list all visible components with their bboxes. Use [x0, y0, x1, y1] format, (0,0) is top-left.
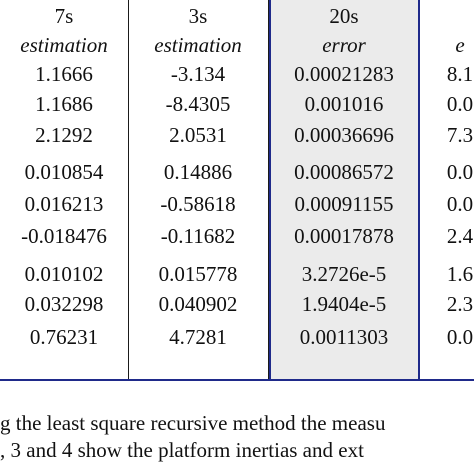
- table-cell: 0.010102: [24, 262, 104, 286]
- column-header: 20s: [329, 4, 359, 28]
- table-cell: 3.2726e-5: [301, 262, 387, 286]
- table-cell: 0.76231: [29, 325, 99, 349]
- table-cell: -0.11682: [160, 224, 236, 248]
- table-cell: -0.018476: [21, 224, 107, 248]
- error-column-border-left: [269, 0, 271, 380]
- table-cell: 1.6: [446, 262, 474, 286]
- caption-line-1: g the least square recursive method the …: [0, 411, 386, 435]
- error-column-border-right: [418, 0, 420, 380]
- table-cell: 0.00017878: [294, 224, 394, 248]
- table-cell: 0.040902: [158, 292, 238, 316]
- table-cell: 0.010854: [24, 160, 104, 184]
- table-cell: 1.9404e-5: [301, 292, 387, 316]
- table-cell: 0.0: [446, 192, 474, 216]
- table-cell: 0.0: [446, 325, 474, 349]
- column-subheader: estimation: [154, 33, 242, 57]
- table-border-left: [128, 0, 129, 380]
- table-cell: 0.00021283: [294, 62, 394, 86]
- column-subheader: error: [322, 33, 366, 57]
- table-cell: 0.032298: [24, 292, 104, 316]
- table-cell: 0.0: [446, 160, 474, 184]
- table-cell: 0.00091155: [294, 192, 394, 216]
- table-cell: 0.0: [446, 92, 474, 116]
- column-subheader: e: [455, 33, 465, 57]
- table-cell: 1.1666: [35, 62, 93, 86]
- column-header: 7s: [54, 4, 74, 28]
- table-cell: 0.14886: [163, 160, 233, 184]
- table-cell: 4.7281: [169, 325, 227, 349]
- column-subheader: estimation: [20, 33, 108, 57]
- table-cell: 2.3: [446, 292, 474, 316]
- column-header: 3s: [188, 4, 208, 28]
- table-cell: 7.3: [446, 123, 474, 147]
- table-cell: 8.1: [446, 62, 474, 86]
- table-cell: 2.0531: [169, 123, 227, 147]
- table-cell: -3.134: [170, 62, 226, 86]
- table-cell: -8.4305: [165, 92, 231, 116]
- caption-line-2: , 3 and 4 show the platform inertias and…: [0, 438, 364, 462]
- error-column-shading: [270, 0, 419, 380]
- table-cell: 2.1292: [35, 123, 93, 147]
- table-cell: 0.015778: [158, 262, 238, 286]
- table-border-mid: [268, 0, 269, 380]
- table-bottom-rule: [0, 379, 474, 381]
- table-cell: 0.001016: [304, 92, 384, 116]
- table-cell: 1.1686: [35, 92, 93, 116]
- table-cell: -0.58618: [160, 192, 236, 216]
- table-cell: 0.016213: [24, 192, 104, 216]
- table-cell: 2.4: [446, 224, 474, 248]
- table-cell: 0.00086572: [294, 160, 394, 184]
- table-cell: 0.00036696: [294, 123, 394, 147]
- table-cell: 0.0011303: [299, 325, 389, 349]
